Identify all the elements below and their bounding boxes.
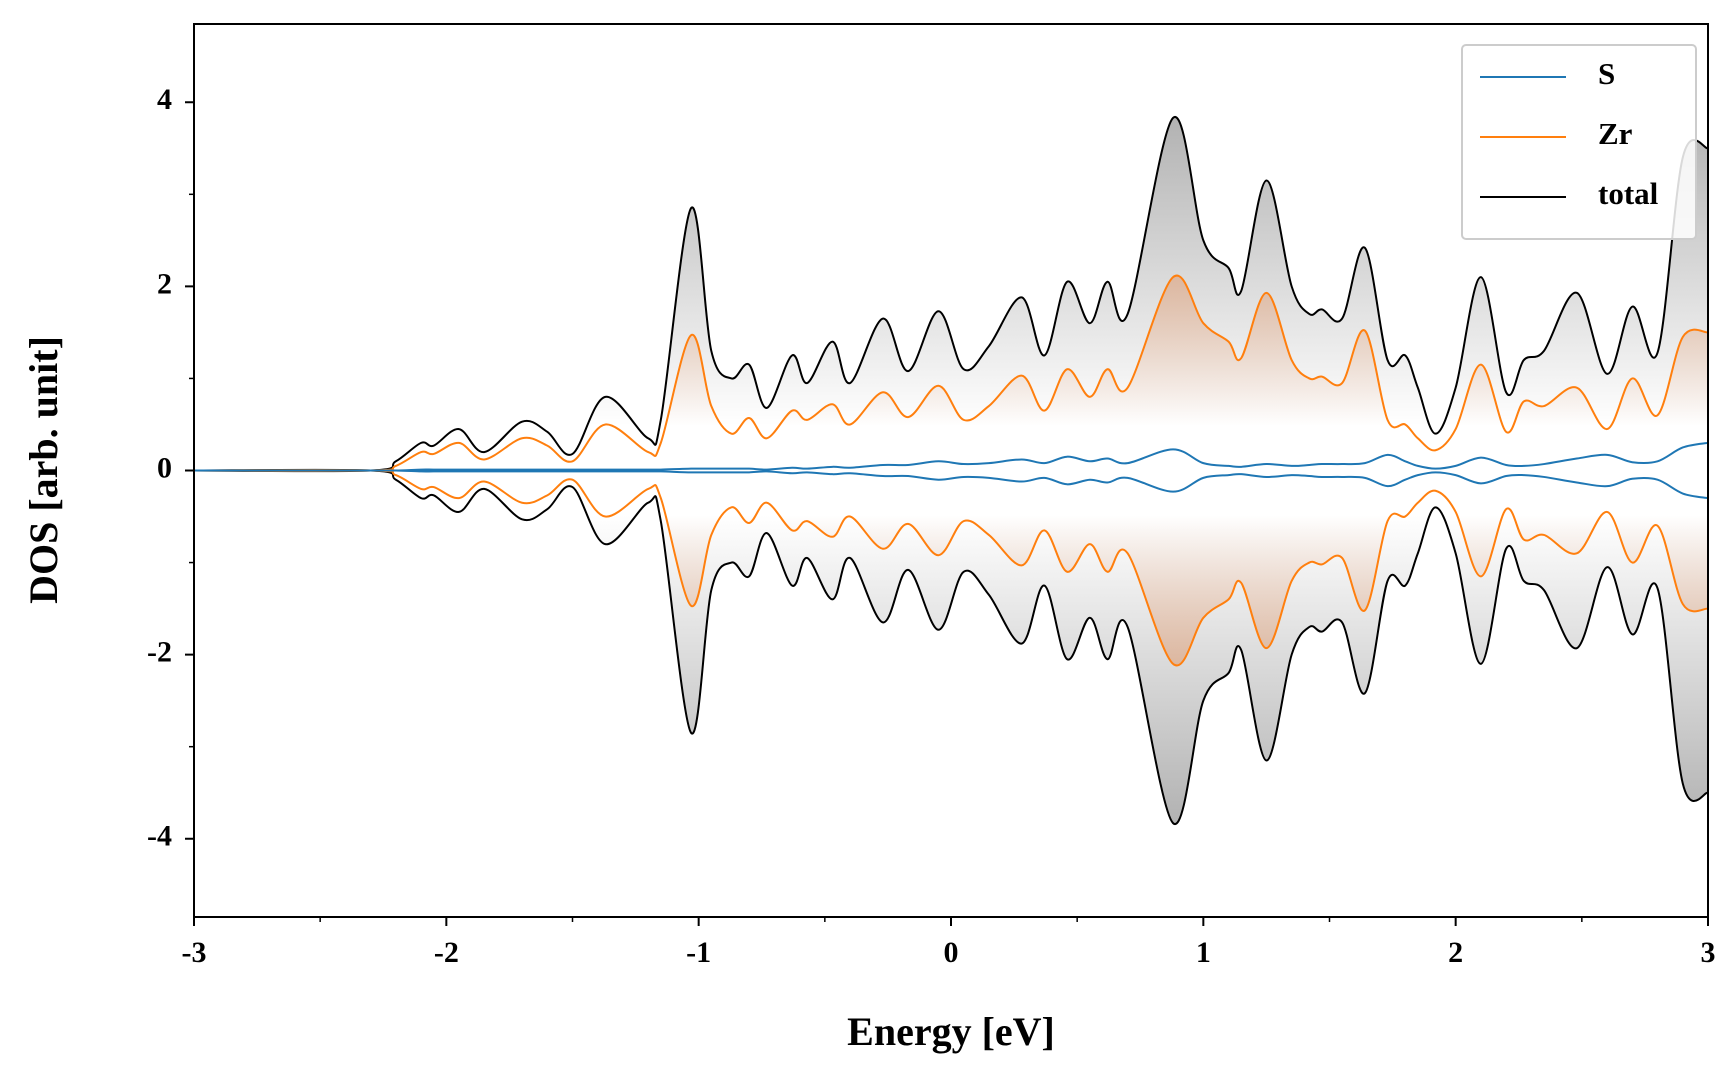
x-axis-label: Energy [eV] — [847, 1009, 1055, 1054]
x-tick-label: 3 — [1701, 936, 1716, 969]
y-tick-label: 4 — [157, 83, 172, 116]
series-line — [194, 274, 1708, 472]
x-tick-label: 2 — [1448, 936, 1463, 969]
series-line — [194, 116, 1708, 473]
legend-box — [1461, 44, 1697, 240]
y-tick-label: -2 — [147, 636, 172, 669]
area-fill — [194, 275, 1708, 666]
legend-label: S — [1598, 56, 1615, 91]
series-line — [194, 441, 1708, 472]
series-line — [194, 469, 1708, 667]
x-tick-label: -2 — [434, 936, 459, 969]
x-tick-label: 0 — [944, 936, 959, 969]
y-axis-label: DOS [arb. unit] — [21, 336, 66, 604]
series-line — [194, 468, 1708, 825]
y-tick-label: 2 — [157, 267, 172, 300]
x-tick-label: -3 — [182, 936, 207, 969]
y-tick-label: 0 — [157, 451, 172, 484]
x-tick-label: 1 — [1196, 936, 1211, 969]
legend-label: Zr — [1598, 116, 1633, 151]
legend-label: total — [1598, 176, 1659, 211]
series-line — [194, 469, 1708, 500]
x-tick-label: -1 — [686, 936, 711, 969]
y-tick-label: -4 — [147, 820, 172, 853]
